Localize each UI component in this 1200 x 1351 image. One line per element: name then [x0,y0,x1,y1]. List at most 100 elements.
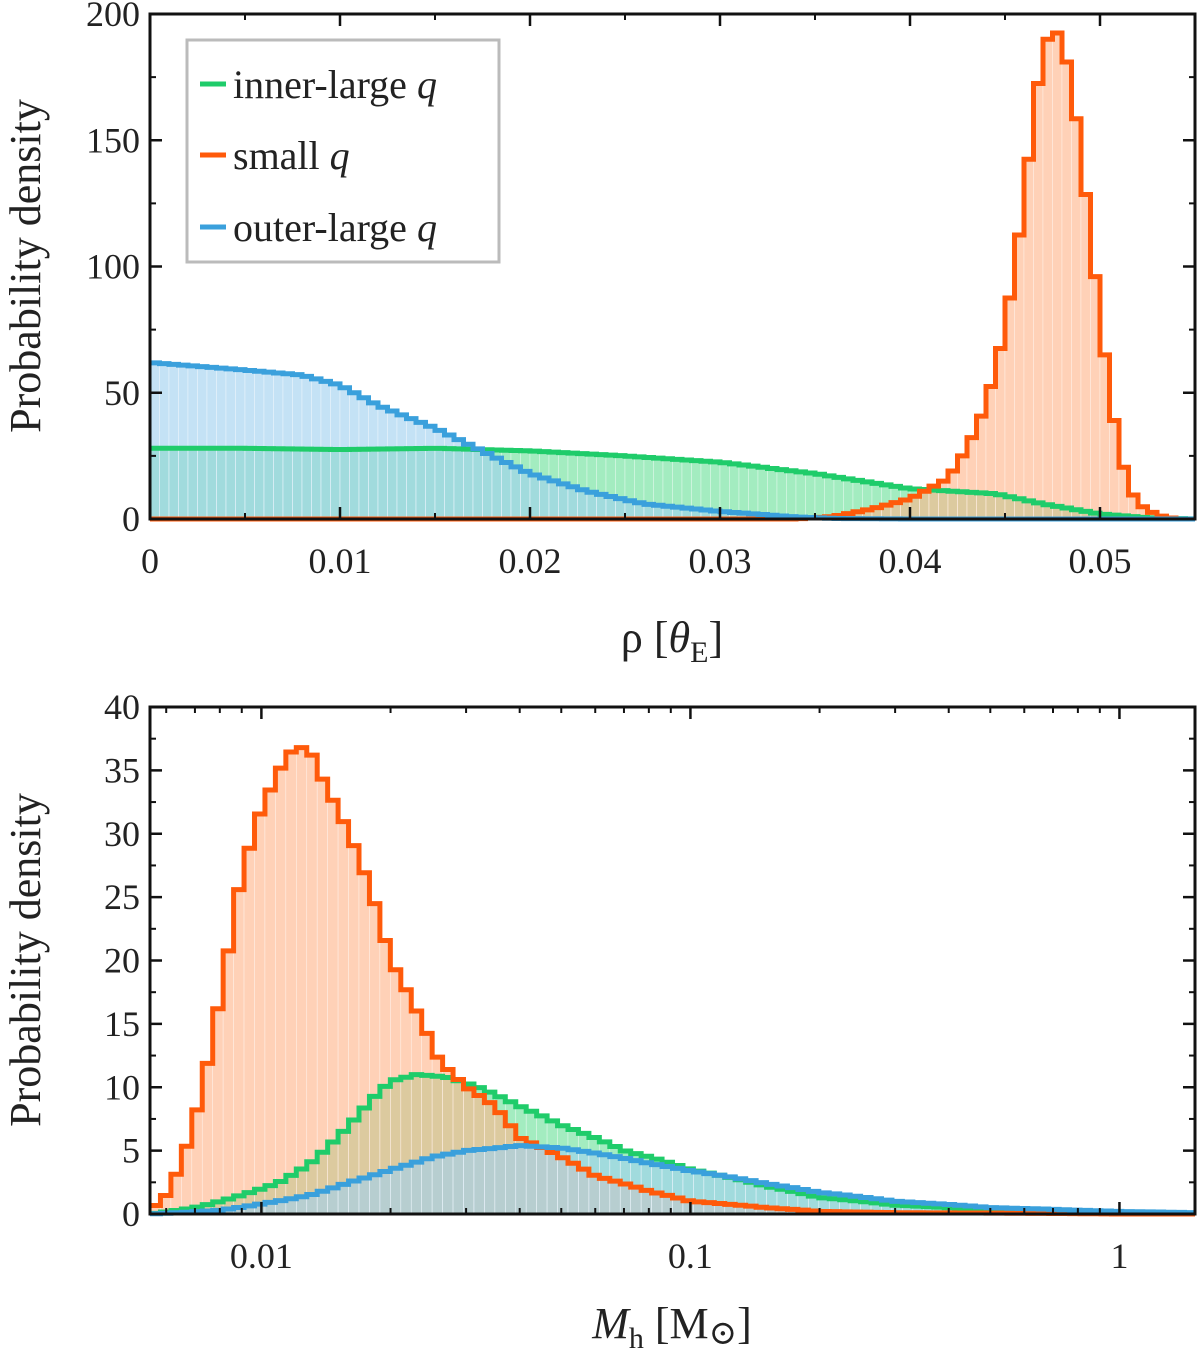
histogram-bar [484,1148,496,1215]
legend-label-outer: outer-large q [233,205,437,250]
rho-series-outline-0 [150,445,1195,522]
histogram-bar [682,1170,694,1215]
histogram-bar [504,1146,517,1215]
x-tick-label: 0.05 [1069,541,1132,581]
histogram-bar [805,472,816,520]
histogram-bar [275,767,287,1215]
y-tick-label: 5 [122,1131,140,1171]
mass-x-axis-label: Mh [M⊙] [591,1299,752,1351]
histogram-bar [273,372,284,520]
mass-series-1 [149,747,1123,1215]
mass-histogram-panel: 0 5 10 15 20 25 30 35 40 0.01 0.1 1 Mh [M⊙] Probabi… [1,687,1197,1351]
histogram-bar [243,848,255,1215]
y-tick-label: 50 [104,373,140,413]
histogram-bar [244,370,255,520]
y-tick-label: 100 [86,247,140,287]
histogram-bar [295,747,308,1215]
histogram-bar [548,480,559,520]
legend: inner-large q small q outer-large q [185,38,501,264]
histogram-bar [263,371,274,520]
mass-y-axis-label: Probability density [1,793,50,1127]
y-tick-label: 200 [86,0,140,34]
histogram-bar [225,368,236,520]
histogram-bar [703,1173,715,1215]
mass-series-outline-2 [150,1143,1195,1217]
x-tick-label: 1 [1110,1236,1128,1276]
histogram-bar [814,474,825,520]
mass-axis-ticks: 0 5 10 15 20 25 30 35 40 0.01 0.1 1 [104,687,1195,1276]
histogram-bar [368,402,379,520]
histogram-bar [578,1151,590,1215]
histogram-bar [206,367,217,520]
histogram-bar [431,1155,443,1215]
histogram-bar [377,406,388,520]
mass-hist-fills [149,747,1196,1215]
histogram-bar [529,474,540,520]
histogram-bar [406,418,417,520]
histogram-bar [358,872,370,1215]
rho-axis-ticks: 0 50 100 150 200 0 0.01 0.02 0.03 0.04 0.05 [86,0,1195,581]
histogram-bar [425,425,436,520]
histogram-bar [767,468,778,520]
histogram-bar [410,1161,422,1215]
y-tick-label: 0 [122,499,140,539]
histogram-bar [501,462,512,520]
histogram-bar [387,410,398,520]
histogram-bar [515,1145,527,1215]
histogram-bar [472,448,483,520]
histogram-bar [491,457,502,520]
histogram-bar [400,1164,412,1215]
histogram-bar [473,1149,485,1215]
histogram-bar [358,397,369,520]
histogram-bar [415,422,426,520]
histogram-bar [463,1150,475,1215]
y-tick-label: 15 [104,1004,140,1044]
legend-label-small: small q [233,133,350,178]
histogram-bar [434,430,445,520]
histogram-bar [786,470,797,520]
histogram-bar [349,392,360,520]
histogram-bar [599,1154,611,1215]
histogram-bar [442,1153,454,1215]
y-tick-label: 150 [86,120,140,160]
histogram-bar [306,754,318,1215]
histogram-bar [539,477,550,520]
histogram-bar [536,1146,548,1215]
histogram-bar [379,1171,391,1215]
histogram-bar [588,1152,600,1215]
x-tick-label: 0.04 [879,541,942,581]
histogram-bar [1061,61,1072,520]
y-tick-label: 35 [104,750,140,790]
histogram-bar [285,751,297,1215]
x-tick-label: 0.03 [689,541,752,581]
y-tick-label: 20 [104,941,140,981]
histogram-bar [159,363,170,520]
rho-x-axis-label: ρ [θE] [621,613,723,669]
x-tick-label: 0.01 [230,1236,293,1276]
histogram-bar [390,1167,402,1215]
histogram-bar [520,471,531,520]
histogram-bar [254,813,266,1215]
y-tick-label: 30 [104,814,140,854]
x-tick-label: 0 [141,541,159,581]
histogram-bar [1052,32,1063,520]
histogram-bar [713,1174,726,1215]
histogram-bar [463,444,474,520]
histogram-bar [396,414,407,520]
histogram-bar [525,1145,537,1215]
histogram-bar [348,845,360,1215]
rho-histogram-panel: 0 50 100 150 200 0 0.01 0.02 0.03 0.04 0.05 inner-… [1,0,1197,669]
histogram-bar [482,453,493,520]
histogram-bar [421,1158,433,1215]
histogram-bar [672,1168,684,1215]
x-tick-label: 0.01 [309,541,372,581]
histogram-bar [369,903,381,1215]
histogram-bar [510,466,521,520]
histogram-bar [494,1147,506,1215]
histogram-bar [235,369,246,520]
histogram-bar [693,1171,705,1215]
histogram-bar [197,366,208,520]
x-tick-label: 0.02 [499,541,562,581]
histogram-bar [339,387,350,520]
